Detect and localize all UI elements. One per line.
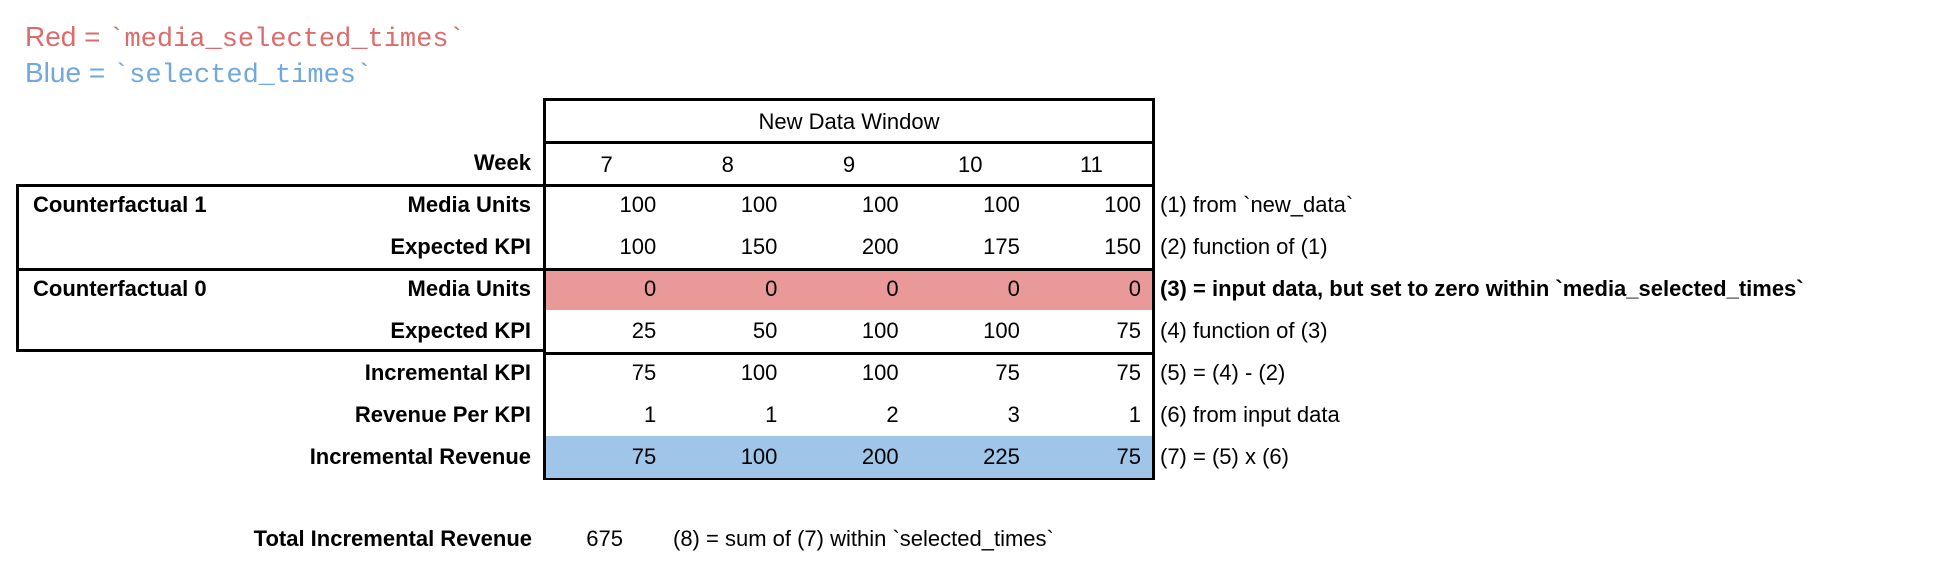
row-label-expected-kpi-cf0: Expected KPI (390, 318, 531, 343)
row-label-incremental-revenue: Incremental Revenue (309, 444, 531, 469)
value-cell: 100 (740, 444, 778, 469)
row-label-revenue-per-kpi: Revenue Per KPI (354, 402, 531, 427)
value-cell: 100 (861, 360, 899, 385)
total-incremental-revenue-value: 675 (586, 526, 623, 551)
value-cell: 0 (886, 276, 899, 301)
week-row-label: Week (473, 150, 531, 175)
value-row-media-units-cf0-red: 0 0 0 0 0 (546, 268, 1152, 310)
week-cell: 7 (600, 152, 613, 177)
table-header-new-data-window: New Data Window (758, 109, 940, 134)
value-cell: 100 (619, 234, 657, 259)
annotation-5: (5) = (4) - (2) (1160, 360, 1286, 385)
annotation-7: (7) = (5) x (6) (1160, 444, 1289, 469)
value-row-incremental-kpi: 75 100 100 75 75 (546, 352, 1152, 394)
value-cell: 0 (1007, 276, 1020, 301)
value-row-incremental-revenue-blue: 75 100 200 225 75 (546, 436, 1152, 478)
rule-below-week-row (546, 184, 1152, 187)
value-cell: 75 (1116, 318, 1142, 343)
value-cell: 0 (765, 276, 778, 301)
value-cell: 75 (631, 360, 657, 385)
value-cell: 75 (995, 360, 1020, 385)
value-row-revenue-per-kpi: 1 1 2 3 1 (546, 394, 1152, 436)
rule-below-counterfactual-0 (546, 352, 1152, 355)
value-cell: 100 (861, 318, 899, 343)
week-cell: 9 (842, 152, 856, 177)
value-cell: 100 (983, 318, 1020, 343)
total-incremental-revenue-label: Total Incremental Revenue (253, 526, 532, 551)
value-cell: 1 (765, 402, 778, 427)
value-cell: 225 (983, 444, 1020, 469)
value-cell: 150 (740, 234, 778, 259)
value-cell: 75 (631, 444, 657, 469)
annotation-6: (6) from input data (1160, 402, 1340, 427)
value-cell: 100 (740, 360, 778, 385)
group-label-counterfactual-1: Counterfactual 1 (33, 192, 207, 217)
value-cell: 75 (1116, 444, 1142, 469)
row-label-media-units-cf0: Media Units (407, 276, 531, 301)
row-label-incremental-kpi: Incremental KPI (364, 360, 531, 385)
value-row-media-units-cf1: 100 100 100 100 100 (546, 184, 1152, 226)
value-cell: 175 (983, 234, 1020, 259)
legend-red-line: Red = `media_selected_times` (25, 20, 465, 55)
annotation-2: (2) function of (1) (1160, 234, 1328, 259)
value-cell: 2 (886, 402, 899, 427)
value-cell: 0 (643, 276, 657, 301)
value-cell: 100 (740, 192, 778, 217)
legend-blue-code: `selected_times` (112, 61, 373, 91)
value-cell: 0 (1128, 276, 1142, 301)
week-cell: 8 (721, 152, 734, 177)
value-cell: 1 (1128, 402, 1142, 427)
row-label-media-units-cf1: Media Units (407, 192, 531, 217)
legend-red-prefix: Red = (25, 21, 109, 52)
value-cell: 1 (643, 402, 657, 427)
value-cell: 200 (861, 234, 899, 259)
value-cell: 150 (1104, 234, 1142, 259)
annotation-8: (8) = sum of (7) within `selected_times` (673, 526, 1054, 551)
annotation-3: (3) = input data, but set to zero within… (1160, 276, 1804, 301)
legend-blue-line: Blue = `selected_times` (25, 56, 373, 91)
value-cell: 100 (619, 192, 657, 217)
value-row-expected-kpi-cf1: 100 150 200 175 150 (546, 226, 1152, 268)
row-label-expected-kpi-cf1: Expected KPI (390, 234, 531, 259)
legend-blue-prefix: Blue = (25, 57, 113, 88)
value-cell: 50 (752, 318, 778, 343)
value-cell: 100 (1104, 192, 1142, 217)
value-cell: 25 (631, 318, 657, 343)
annotation-4: (4) function of (3) (1160, 318, 1328, 343)
data-table: New Data Window 7 8 9 10 11 100 100 100 … (543, 98, 1155, 480)
annotation-1: (1) from `new_data` (1160, 192, 1354, 217)
counterfactual-box-divider (19, 268, 543, 271)
legend-red-code: `media_selected_times` (108, 25, 465, 55)
value-cell: 200 (861, 444, 899, 469)
value-cell: 100 (861, 192, 899, 217)
value-cell: 3 (1007, 402, 1020, 427)
group-label-counterfactual-0: Counterfactual 0 (33, 276, 207, 301)
rule-below-header (546, 141, 1152, 144)
value-row-expected-kpi-cf0: 25 50 100 100 75 (546, 310, 1152, 352)
rule-counterfactual-divider (546, 268, 1152, 271)
week-cell: 10 (957, 152, 983, 177)
week-header-row: 7 8 9 10 11 (546, 144, 1152, 184)
value-cell: 100 (983, 192, 1020, 217)
value-cell: 75 (1116, 360, 1142, 385)
week-cell: 11 (1079, 152, 1103, 177)
